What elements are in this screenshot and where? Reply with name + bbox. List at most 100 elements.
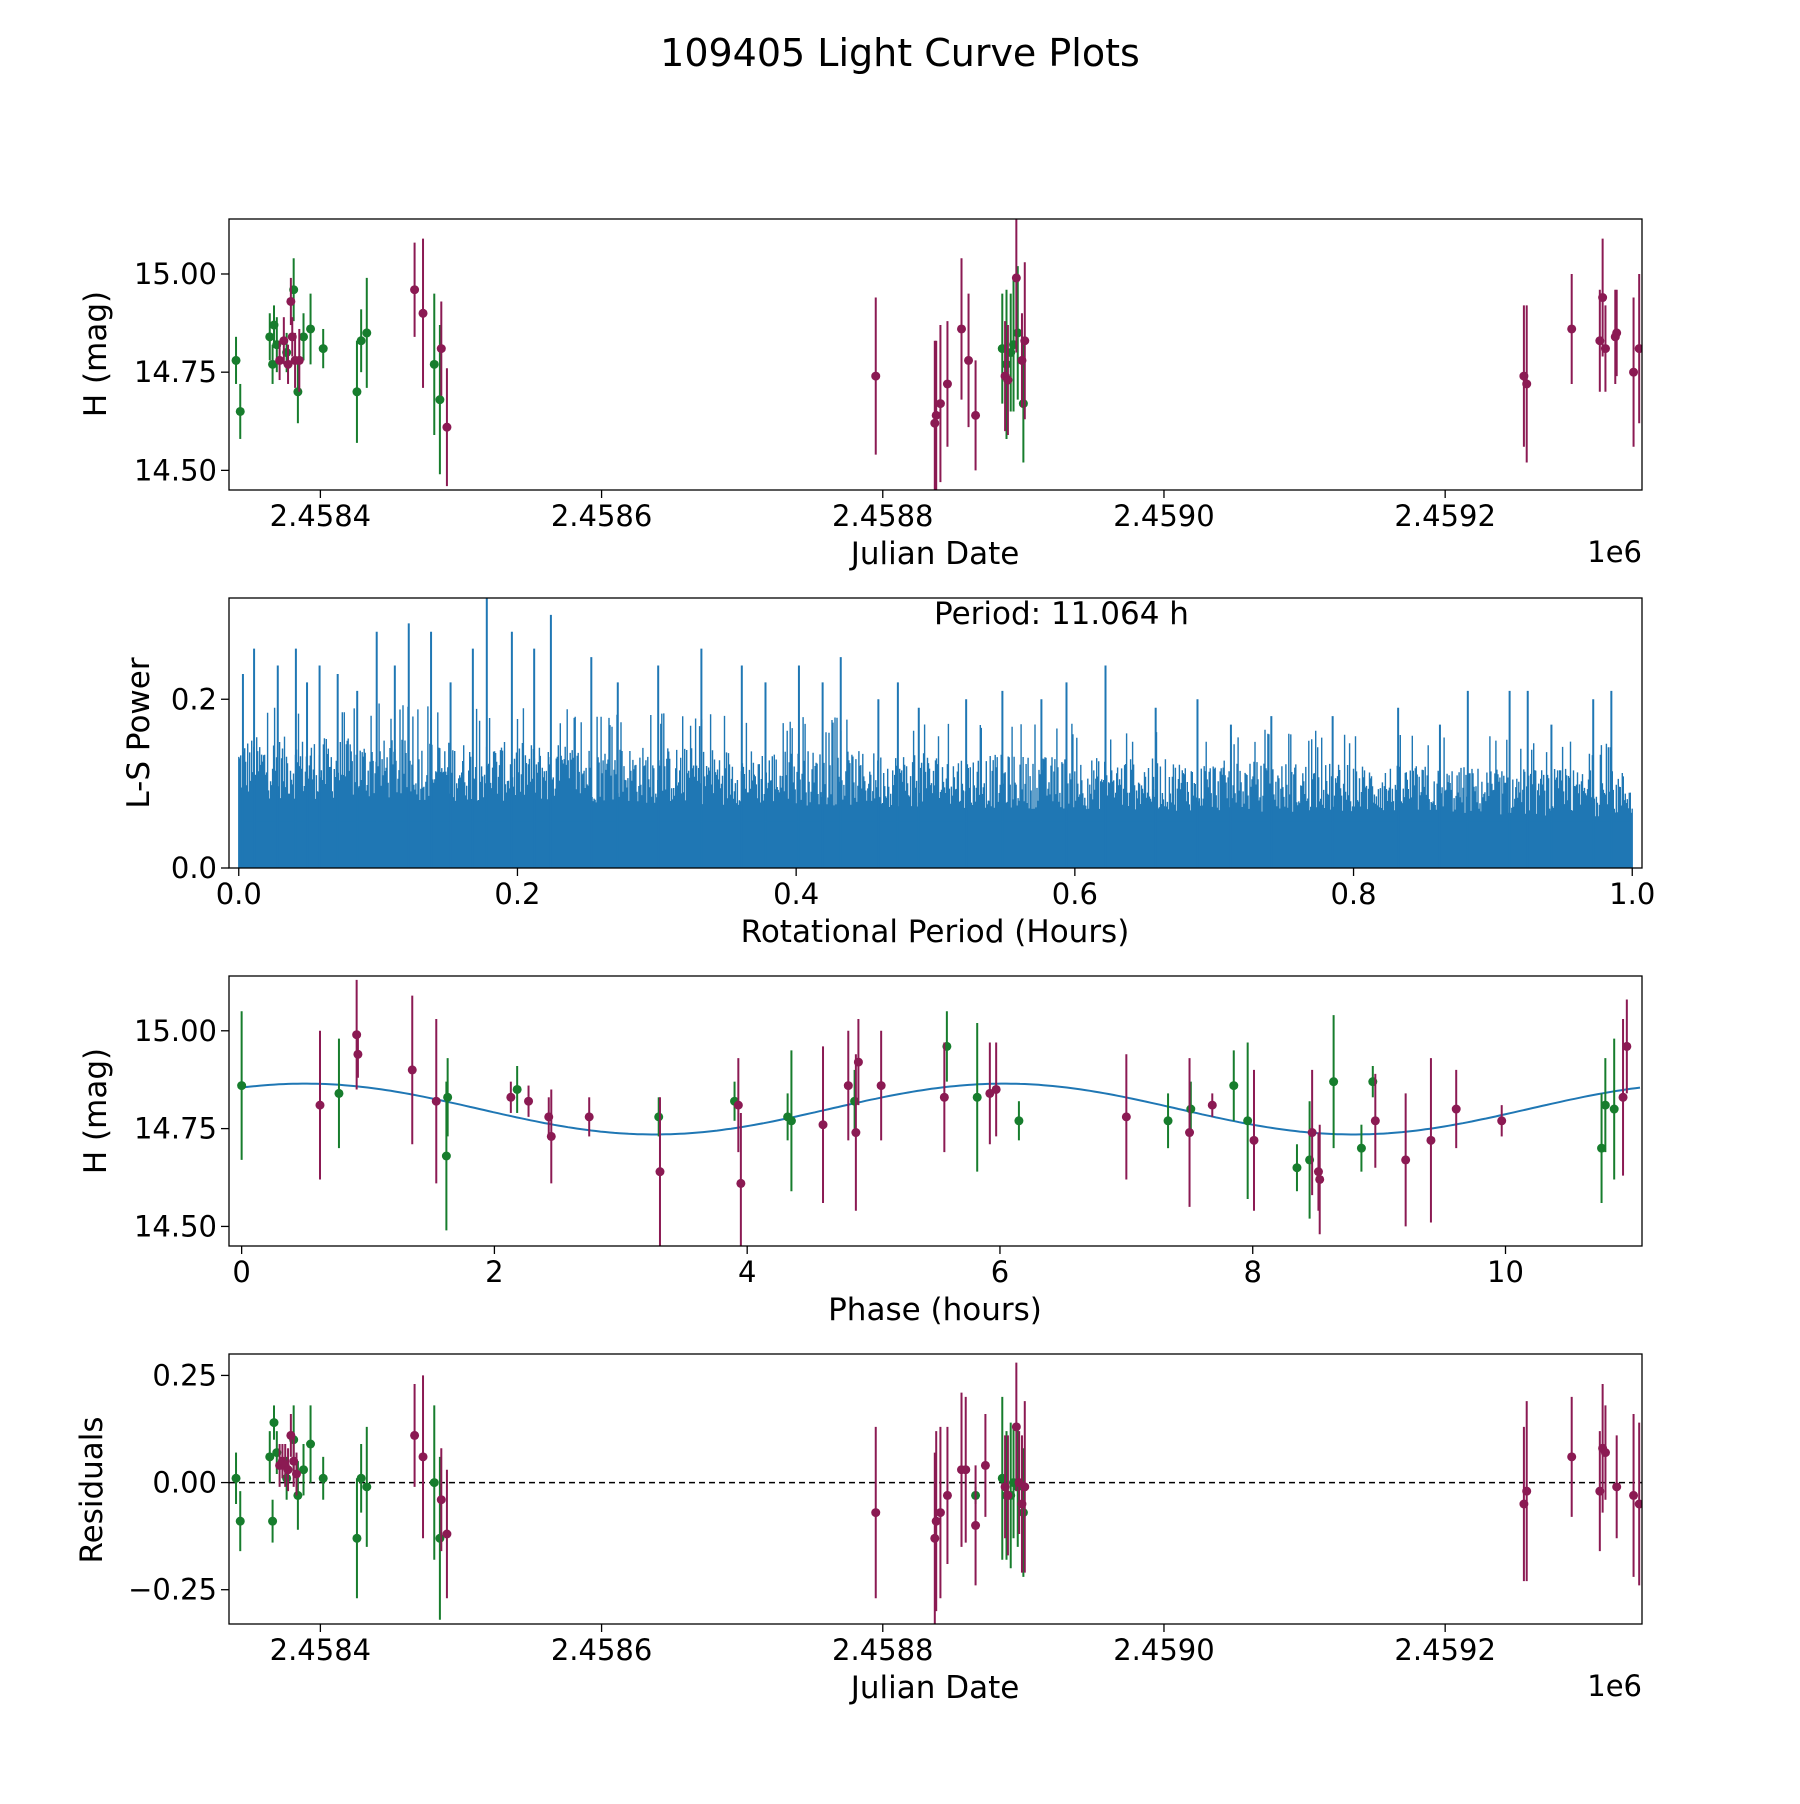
phased-point-maroon — [1426, 1135, 1436, 1145]
lightcurve-point-maroon — [1629, 367, 1639, 377]
residuals-point-green — [352, 1533, 362, 1543]
phased-point-maroon — [876, 1081, 886, 1091]
phased-point-green — [1163, 1116, 1173, 1126]
residuals-point-maroon — [931, 1516, 941, 1526]
residuals-point-maroon — [1612, 1482, 1622, 1492]
phased-xtick-label: 10 — [1487, 1255, 1524, 1289]
phased-point-maroon — [1451, 1104, 1461, 1114]
lightcurve-point-maroon — [283, 359, 293, 369]
residuals-point-green — [362, 1482, 372, 1492]
lightcurve-xlabel: Julian Date — [849, 536, 1020, 572]
residuals-point-maroon — [1634, 1499, 1642, 1509]
residuals-point-green — [318, 1473, 328, 1483]
residuals-offset-label: 1e6 — [1587, 1669, 1642, 1703]
lightcurve-point-maroon — [442, 422, 452, 432]
lightcurve-point-green — [268, 359, 278, 369]
phased-point-green — [443, 1092, 453, 1102]
lightcurve-point-maroon — [1522, 379, 1532, 389]
phased-point-maroon — [352, 1030, 362, 1040]
residuals-point-maroon — [1011, 1422, 1021, 1432]
residuals-point-maroon — [930, 1533, 940, 1543]
phased-point-green — [1609, 1104, 1619, 1114]
phased-panel: 0 2 4 6 8 10 14.50 14.75 15.00 Phase (hours) H (… — [78, 975, 1643, 1328]
periodogram-ylabel: L-S Power — [121, 657, 157, 808]
residuals-point-maroon — [971, 1520, 981, 1530]
residuals-xtick-label: 2.4590 — [1113, 1633, 1214, 1667]
phased-point-green — [786, 1116, 796, 1126]
residuals-ylabel: Residuals — [74, 1416, 110, 1563]
phased-point-green — [1356, 1143, 1366, 1153]
lightcurve-point-maroon — [1011, 273, 1021, 283]
phased-point-maroon — [1207, 1100, 1217, 1110]
lightcurve-point-maroon — [410, 285, 420, 295]
residuals-ytick-label: 0.25 — [152, 1358, 217, 1392]
phased-point-maroon — [1307, 1128, 1317, 1138]
periodogram-panel: 0.0 0.2 0.4 0.6 0.8 1.0 0.0 0.2 Period: 11.064 … — [121, 596, 1655, 950]
residuals-ytick-label: −0.25 — [128, 1573, 217, 1607]
lightcurve-point-maroon — [931, 410, 941, 420]
residuals-point-maroon — [1003, 1490, 1013, 1500]
phased-point-maroon — [736, 1178, 746, 1188]
residuals-point-maroon — [942, 1490, 952, 1500]
phased-xtick-label: 4 — [738, 1255, 756, 1289]
phased-point-maroon — [1401, 1155, 1411, 1165]
phased-point-maroon — [524, 1096, 534, 1106]
residuals-point-green — [231, 1473, 241, 1483]
residuals-point-maroon — [980, 1460, 990, 1470]
residuals-point-maroon — [1020, 1482, 1030, 1492]
lightcurve-offset-label: 1e6 — [1587, 535, 1642, 569]
periodogram-xtick-label: 0.2 — [494, 877, 540, 911]
lightcurve-point-maroon — [1598, 293, 1608, 303]
lightcurve-point-maroon — [1600, 344, 1610, 354]
lightcurve-point-maroon — [942, 379, 952, 389]
phased-point-green — [512, 1084, 522, 1094]
residuals-axes — [228, 1353, 1643, 1625]
phased-point-maroon — [843, 1081, 853, 1091]
residuals-point-maroon — [442, 1529, 452, 1539]
residuals-point-green — [269, 1418, 279, 1428]
phased-ylabel: H (mag) — [78, 1048, 114, 1174]
lightcurve-point-maroon — [930, 418, 940, 428]
periodogram-xtick-label: 0.0 — [216, 877, 262, 911]
phased-point-green — [1597, 1143, 1607, 1153]
residuals-point-maroon — [418, 1452, 428, 1462]
phased-xtick-label: 6 — [991, 1255, 1009, 1289]
lightcurve-point-maroon — [1003, 375, 1013, 385]
lightcurve-point-maroon — [418, 308, 428, 318]
lightcurve-ytick-label: 14.75 — [134, 355, 217, 389]
lightcurve-point-green — [1018, 399, 1028, 409]
phased-point-maroon — [353, 1049, 363, 1059]
residuals-point-green — [282, 1473, 292, 1483]
lightcurve-point-maroon — [971, 410, 981, 420]
lightcurve-axes — [228, 218, 1643, 491]
phased-ytick-label: 14.75 — [134, 1112, 217, 1146]
phased-point-maroon — [853, 1057, 863, 1067]
phased-point-maroon — [1185, 1128, 1195, 1138]
residuals-point-green — [265, 1452, 275, 1462]
lightcurve-point-maroon — [1612, 328, 1622, 338]
lightcurve-xtick-label: 2.4592 — [1394, 499, 1495, 533]
periodogram-ytick-label: 0.0 — [171, 851, 217, 885]
phased-point-maroon — [851, 1128, 861, 1138]
periodogram-xtick-label: 1.0 — [1609, 877, 1655, 911]
phased-point-green — [441, 1151, 451, 1161]
lightcurve-xtick-label: 2.4588 — [832, 499, 933, 533]
residuals-point-maroon — [1567, 1452, 1577, 1462]
lightcurve-point-green — [293, 387, 303, 397]
phased-point-maroon — [733, 1100, 743, 1110]
phased-point-maroon — [655, 1167, 665, 1177]
lightcurve-xtick-label: 2.4590 — [1113, 499, 1214, 533]
lightcurve-point-maroon — [294, 355, 304, 365]
lightcurve-panel: 2.4584 2.4586 2.4588 2.4590 2.4592 14.50 14.75… — [78, 218, 1643, 572]
fit-curve — [241, 1082, 1641, 1136]
phased-point-maroon — [1370, 1116, 1380, 1126]
residuals-point-green — [429, 1478, 439, 1488]
lightcurve-point-maroon — [1020, 336, 1030, 346]
lightcurve-point-green — [356, 336, 366, 346]
phased-point-green — [1600, 1100, 1610, 1110]
phased-point-maroon — [506, 1092, 516, 1102]
lightcurve-point-maroon — [279, 336, 289, 346]
residuals-point-green — [235, 1516, 245, 1526]
lightcurve-point-maroon — [957, 324, 967, 334]
periodogram-xtick-label: 0.6 — [1052, 877, 1098, 911]
